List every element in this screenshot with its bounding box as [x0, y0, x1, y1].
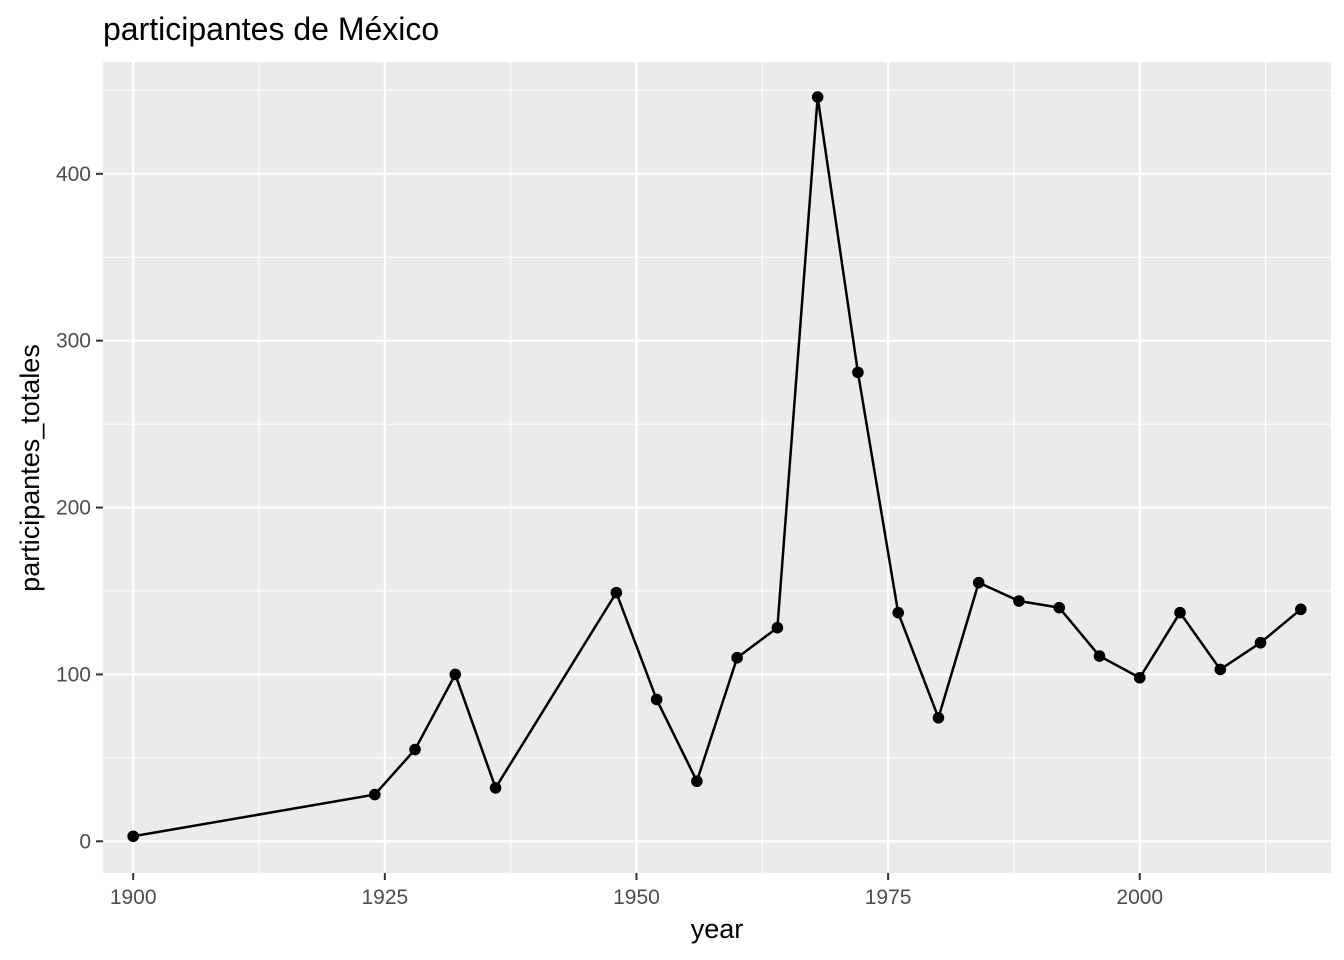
x-tick-label: 1975 [865, 886, 912, 909]
x-tick-label: 2000 [1116, 886, 1163, 909]
data-point [691, 775, 703, 788]
y-tick-label: 400 [56, 163, 91, 186]
data-point [731, 651, 743, 664]
y-tick-label: 0 [79, 830, 91, 853]
data-point [409, 743, 421, 756]
y-tick-label: 300 [56, 330, 91, 353]
data-point [1174, 606, 1186, 619]
data-point [1053, 601, 1066, 614]
data-point [1254, 636, 1267, 649]
y-tick-label: 200 [56, 497, 91, 520]
data-point [610, 586, 623, 599]
data-point [368, 788, 381, 801]
x-axis: 1900 1925 1950 1975 2000 [110, 873, 1163, 909]
data-point [852, 366, 864, 379]
data-point [811, 91, 824, 103]
data-point [1133, 671, 1146, 684]
chart-title: participantes de México [103, 11, 439, 47]
series-points-group [127, 91, 1307, 843]
data-point [771, 621, 784, 634]
data-point [892, 606, 904, 619]
y-tick-label: 100 [56, 663, 91, 686]
minor-gridlines [103, 62, 1331, 873]
x-tick-label: 1900 [110, 886, 157, 909]
data-point [1295, 603, 1307, 616]
data-point [1093, 650, 1106, 662]
x-tick-label: 1950 [613, 886, 660, 909]
data-point [1013, 595, 1025, 607]
data-point [127, 830, 139, 843]
data-point [972, 576, 985, 589]
major-gridlines [103, 62, 1331, 873]
x-axis-title: year [691, 914, 744, 944]
data-point [1214, 663, 1227, 676]
data-point [650, 693, 663, 706]
y-axis: 0 100 200 300 400 [56, 163, 103, 853]
plot-panel [103, 62, 1331, 873]
data-point [489, 782, 502, 794]
y-axis-title: participantes_totales [15, 344, 45, 592]
data-point [449, 668, 462, 681]
data-point [932, 712, 945, 724]
x-tick-label: 1925 [361, 886, 408, 909]
